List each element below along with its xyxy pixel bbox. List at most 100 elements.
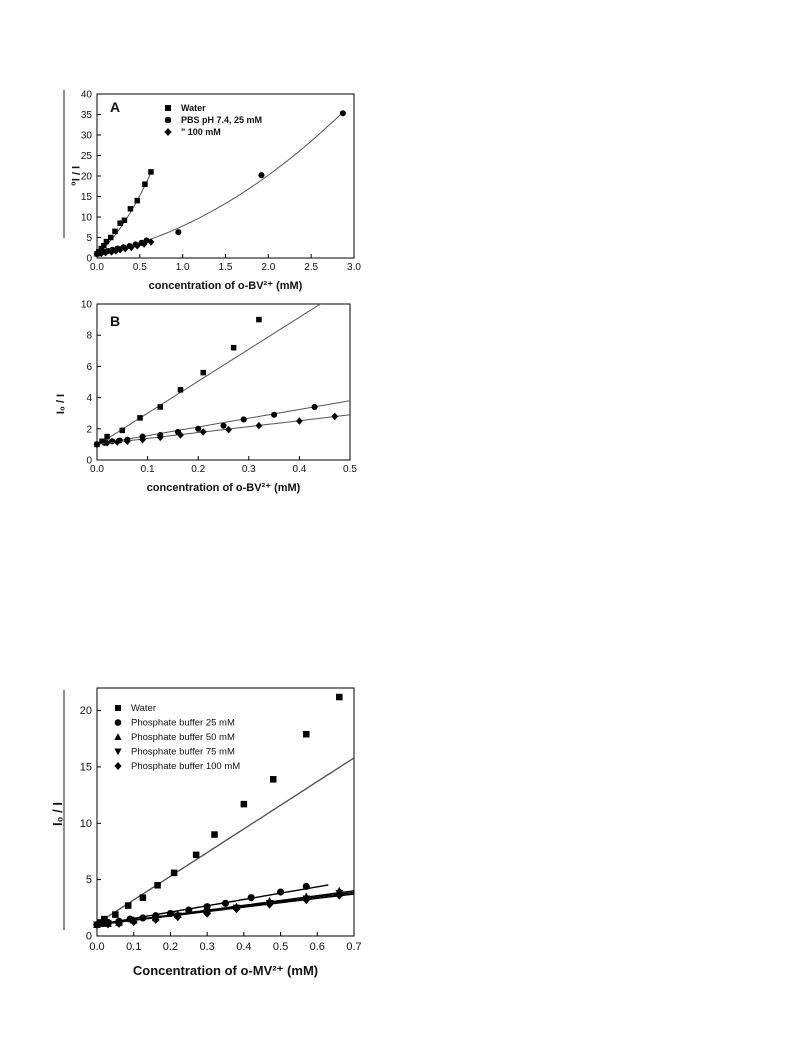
data-point	[173, 912, 182, 922]
y-tick-label: 8	[86, 331, 92, 342]
data-point	[331, 412, 339, 421]
data-point	[137, 415, 143, 421]
data-point	[175, 229, 182, 236]
legend: Water Phosphate buffer 25 mM Phosphate buf…	[114, 703, 240, 772]
y-axis-title: I₀ / I	[50, 802, 65, 826]
y-tick-label: 30	[81, 131, 93, 142]
x-tick-label: 0.2	[163, 941, 178, 953]
x-tick-label: 0.2	[191, 464, 205, 475]
legend-marker	[165, 105, 171, 111]
plot-frame	[96, 303, 351, 461]
chart-panel-3: 0.0 0.1 0.2 0.3 0.4 0.5 0.6 0.7 0 5 10 15 20 Concentr…	[50, 687, 362, 978]
data-point	[240, 416, 247, 423]
data-point	[97, 249, 105, 258]
x-tick-label: 0.4	[236, 941, 251, 953]
data-point	[121, 244, 129, 253]
y-tick-label: 15	[81, 192, 93, 203]
data-point	[336, 693, 343, 701]
panel-label: A	[110, 99, 120, 115]
data-point	[220, 422, 227, 429]
data-point	[112, 247, 120, 255]
plot-frame	[96, 687, 355, 937]
data-point	[148, 169, 154, 175]
x-tick-label: 0.1	[126, 941, 141, 953]
series-3	[93, 412, 350, 449]
x-axis-title: Concentration of o-MV²⁺ (mM)	[133, 963, 318, 978]
y-axis-title: I₀ / I	[55, 394, 67, 414]
series-5	[93, 891, 354, 929]
data-point	[232, 904, 241, 914]
data-point	[112, 228, 118, 235]
data-point	[154, 882, 161, 889]
x-tick-label: 2.0	[261, 262, 275, 273]
y-tick-label: 10	[81, 300, 93, 311]
y-axis-title: I / I₀	[69, 166, 81, 186]
data-point	[156, 433, 164, 442]
data-point	[200, 369, 207, 376]
data-point	[192, 851, 200, 859]
x-tick-label: 0.3	[242, 464, 256, 475]
data-point	[133, 241, 141, 250]
data-point	[101, 242, 107, 249]
data-point	[117, 220, 123, 226]
data-point	[103, 439, 111, 447]
data-point	[129, 917, 138, 927]
x-tick-label: 0.4	[292, 464, 306, 475]
y-tick-label: 6	[86, 362, 92, 373]
legend-label: PBS pH 7.4, 25 mM	[181, 115, 262, 125]
data-point	[108, 248, 115, 256]
data-point	[296, 417, 303, 425]
y-tick-label: 5	[86, 233, 92, 244]
series-3	[93, 238, 155, 258]
legend-marker	[114, 719, 122, 726]
data-point	[147, 238, 155, 246]
legend-marker	[114, 748, 122, 756]
data-point	[102, 248, 109, 257]
y-tick-label: 2	[86, 424, 92, 435]
data-point	[302, 895, 311, 905]
data-point	[104, 433, 110, 440]
data-point	[104, 919, 112, 929]
data-point	[140, 240, 148, 248]
data-point	[121, 217, 128, 224]
data-point	[271, 411, 278, 418]
legend-label: Water	[181, 103, 206, 113]
x-tick-label: 0.6	[310, 941, 325, 953]
series-1	[93, 693, 354, 928]
legend-marker	[115, 705, 121, 711]
x-axis-title: concentration of o-BV²⁺ (mM)	[147, 482, 301, 494]
data-point	[177, 387, 184, 393]
fit-line	[97, 304, 322, 446]
panel-label: B	[110, 313, 120, 329]
legend-label: Phosphate buffer 50 mM	[131, 732, 235, 743]
data-point	[113, 438, 121, 446]
chart-panel-2: 0.0 0.1 0.2 0.3 0.4 0.5 0 2 4 6 8 10 concentration o…	[55, 300, 357, 495]
x-tick-label: 0.5	[343, 464, 357, 475]
y-tick-label: 10	[80, 818, 92, 830]
data-point	[101, 915, 108, 923]
data-point	[247, 894, 255, 902]
data-point	[302, 882, 310, 890]
data-point	[258, 172, 265, 179]
y-tick-label: 0	[86, 931, 92, 943]
legend-marker	[114, 733, 122, 740]
x-tick-label: 0.0	[90, 262, 104, 273]
data-point	[116, 246, 124, 254]
x-tick-label: 0.7	[346, 941, 361, 953]
fit-line	[97, 893, 354, 926]
data-point	[240, 800, 248, 808]
series-1	[94, 169, 154, 257]
data-point	[124, 902, 132, 909]
legend-label: " 100 mM	[181, 127, 221, 137]
legend-label: Phosphate buffer 75 mM	[131, 747, 235, 758]
x-tick-label: 3.0	[347, 262, 361, 273]
data-point	[115, 919, 123, 928]
data-point	[277, 888, 285, 896]
x-tick-label: 0.5	[273, 941, 288, 953]
x-tick-label: 1.5	[219, 262, 233, 273]
legend-marker	[114, 762, 122, 770]
data-point	[109, 438, 116, 445]
y-tick-label: 10	[81, 213, 93, 224]
x-tick-label: 0.5	[133, 262, 147, 273]
